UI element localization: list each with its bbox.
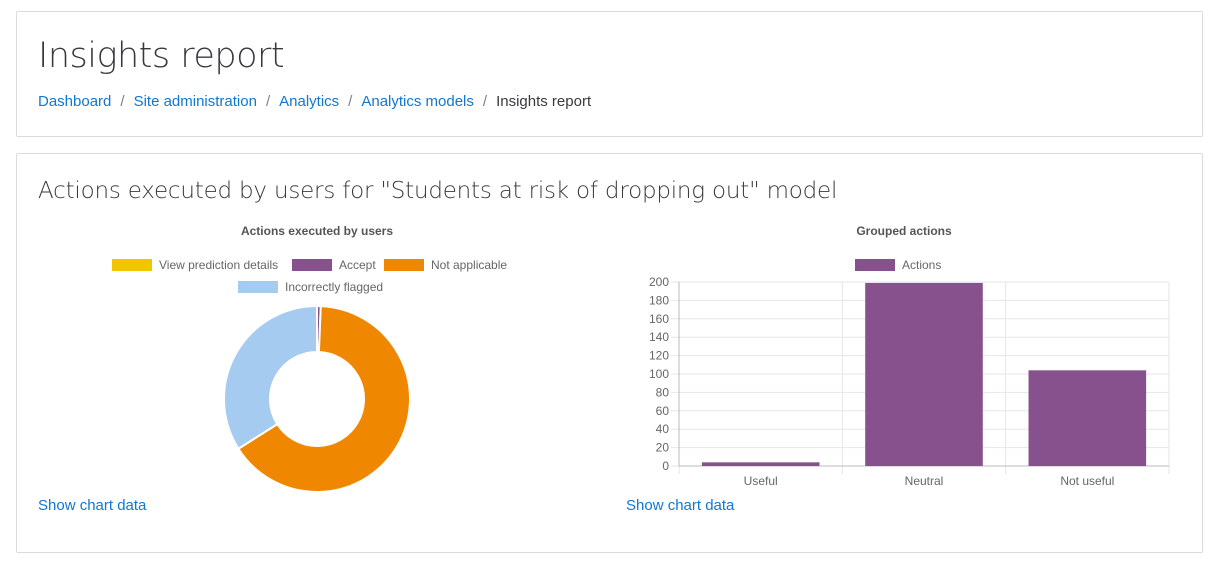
section-title: Actions executed by users for "Students … [38,178,838,204]
donut-slice-incorrectly-flagged[interactable] [223,304,318,451]
x-tick-label: Useful [744,474,778,488]
legend-item-not-applicable[interactable]: Not applicable [384,258,507,272]
bar-neutral[interactable] [865,282,983,466]
bar-chart: 0 20 40 60 80 100 120 140 160 180 200 Useful Neutral… [649,275,1170,488]
breadcrumb-analytics-models[interactable]: Analytics models [361,93,474,110]
breadcrumb-site-administration[interactable]: Site administration [133,93,257,110]
legend-swatch [238,281,278,293]
breadcrumb-analytics[interactable]: Analytics [279,93,340,110]
y-tick-label: 180 [649,293,669,307]
y-tick-label: 160 [649,312,669,326]
donut-chart [223,304,411,493]
legend-swatch [292,259,332,271]
legend-item-incorrectly-flagged[interactable]: Incorrectly flagged [238,280,383,294]
y-tick-label: 80 [656,385,670,399]
donut-slice-not-applicable[interactable] [237,305,411,493]
legend-label: Not applicable [431,258,508,272]
bar-not-useful[interactable] [1028,370,1147,466]
donut-chart-title: Actions executed by users [240,224,394,238]
bar-chart-title: Grouped actions [856,224,952,238]
show-chart-data-link-left[interactable]: Show chart data [38,497,147,514]
breadcrumb-current: Insights report [496,93,592,110]
y-tick-label: 140 [649,330,669,344]
y-tick-label: 20 [656,441,670,455]
breadcrumb-separator: / [482,93,488,110]
y-tick-label: 60 [656,404,670,418]
breadcrumb: Dashboard / Site administration / Analyt… [38,93,591,110]
legend-item-accept[interactable]: Accept [292,258,376,272]
y-tick-label: 100 [649,367,669,381]
y-tick-label: 40 [656,422,670,436]
breadcrumb-separator: / [348,93,353,110]
legend-label: Actions [902,258,942,272]
y-tick-label: 0 [662,459,669,473]
header-card: Insights report Dashboard / Site adminis… [16,11,1203,137]
legend-item-actions[interactable]: Actions [855,258,941,272]
report-card: Actions executed by users for "Students … [16,153,1203,553]
x-tick-label: Neutral [905,474,944,488]
legend-swatch [855,259,895,271]
legend-item-view-prediction-details[interactable]: View prediction details [112,258,278,272]
legend-label: Accept [339,258,376,272]
page-title: Insights report [38,36,285,76]
legend-label: Incorrectly flagged [285,280,384,294]
breadcrumb-separator: / [120,93,125,110]
x-tick-label: Not useful [1060,474,1114,488]
bar-useful[interactable] [701,462,820,466]
y-tick-label: 200 [649,275,669,289]
show-chart-data-link-right[interactable]: Show chart data [626,497,735,514]
y-tick-label: 120 [649,349,669,363]
legend-swatch [384,259,424,271]
breadcrumb-dashboard[interactable]: Dashboard [38,93,112,110]
legend-swatch [112,259,152,271]
breadcrumb-separator: / [265,93,271,110]
legend-label: View prediction details [159,258,279,272]
